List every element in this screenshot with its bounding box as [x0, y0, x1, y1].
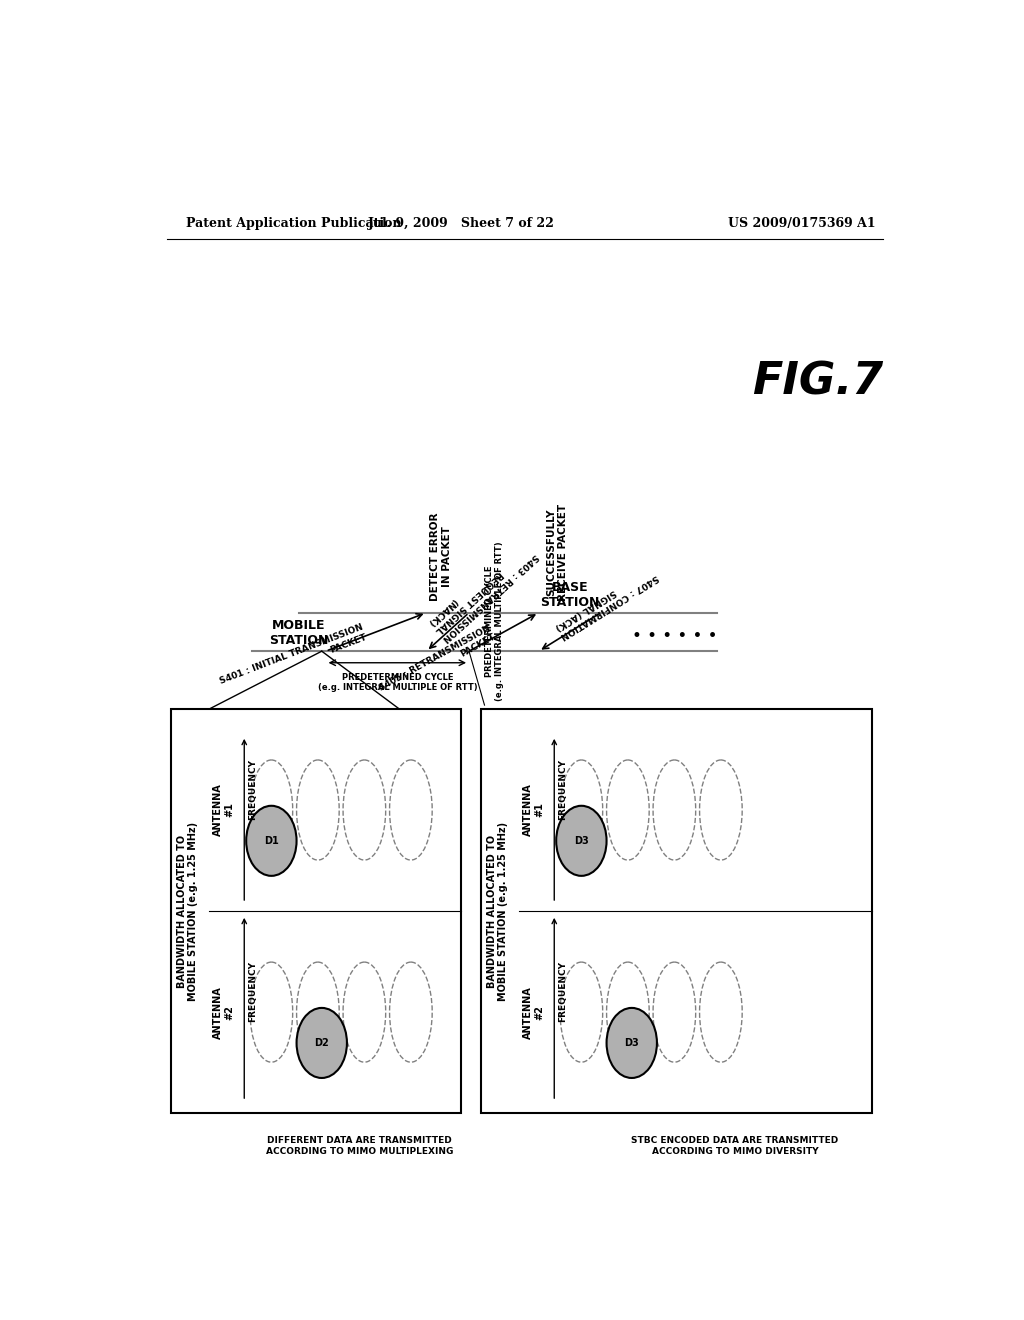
Text: D2: D2	[314, 1038, 329, 1048]
Text: DIFFERENT DATA ARE TRANSMITTED
ACCORDING TO MIMO MULTIPLEXING: DIFFERENT DATA ARE TRANSMITTED ACCORDING…	[266, 1137, 454, 1156]
Text: DETECT ERROR
IN PACKET: DETECT ERROR IN PACKET	[430, 512, 452, 601]
Text: ANTENNA
#2: ANTENNA #2	[213, 986, 234, 1039]
Text: S403 : RETRANSMISSION
REQUEST SIGNAL
(NACK): S403 : RETRANSMISSION REQUEST SIGNAL (NA…	[426, 536, 540, 643]
Ellipse shape	[389, 962, 432, 1063]
Ellipse shape	[343, 760, 386, 861]
Ellipse shape	[297, 760, 339, 861]
Ellipse shape	[297, 1008, 347, 1078]
Text: BANDWIDTH ALLOCATED TO
MOBILE STATION (e.g. 1.25 MHz): BANDWIDTH ALLOCATED TO MOBILE STATION (e…	[486, 821, 509, 1001]
Text: SUCCESSFULLY
RECEIVE PACKET: SUCCESSFULLY RECEIVE PACKET	[547, 504, 568, 601]
Text: US 2009/0175369 A1: US 2009/0175369 A1	[728, 218, 877, 231]
Text: • • • • • •: • • • • • •	[632, 627, 717, 644]
Text: BANDWIDTH ALLOCATED TO
MOBILE STATION (e.g. 1.25 MHz): BANDWIDTH ALLOCATED TO MOBILE STATION (e…	[177, 821, 199, 1001]
Ellipse shape	[389, 760, 432, 861]
Ellipse shape	[343, 962, 386, 1063]
Ellipse shape	[606, 1008, 657, 1078]
Ellipse shape	[606, 760, 649, 861]
Bar	[171, 709, 461, 1113]
Ellipse shape	[556, 805, 606, 876]
Text: D3: D3	[574, 836, 589, 846]
Text: ANTENNA
#1: ANTENNA #1	[213, 784, 234, 837]
Text: STBC ENCODED DATA ARE TRANSMITTED
ACCORDING TO MIMO DIVERSITY: STBC ENCODED DATA ARE TRANSMITTED ACCORD…	[632, 1137, 839, 1156]
Text: PREDETERMINED CYCLE
(e.g. INTEGRAL MULTIPLE OF RTT): PREDETERMINED CYCLE (e.g. INTEGRAL MULTI…	[317, 673, 477, 692]
Ellipse shape	[250, 760, 293, 861]
Text: FIG.7: FIG.7	[752, 360, 884, 403]
Text: Jul. 9, 2009   Sheet 7 of 22: Jul. 9, 2009 Sheet 7 of 22	[368, 218, 555, 231]
Ellipse shape	[297, 962, 339, 1063]
Text: FREQUENCY: FREQUENCY	[558, 759, 567, 820]
Ellipse shape	[246, 805, 297, 876]
Text: D1: D1	[264, 836, 279, 846]
Ellipse shape	[653, 760, 695, 861]
Text: PREDETERMINED CYCLE
(e.g. INTEGRAL MULTIPLE OF RTT): PREDETERMINED CYCLE (e.g. INTEGRAL MULTI…	[484, 541, 504, 701]
Text: Patent Application Publication: Patent Application Publication	[186, 218, 401, 231]
Text: FREQUENCY: FREQUENCY	[558, 961, 567, 1023]
Text: S405 : RETRANSMISSION
PACKET: S405 : RETRANSMISSION PACKET	[377, 623, 497, 702]
Text: ANTENNA
#1: ANTENNA #1	[522, 784, 544, 837]
Ellipse shape	[606, 962, 649, 1063]
Bar	[480, 709, 872, 1113]
Text: ANTENNA
#2: ANTENNA #2	[522, 986, 544, 1039]
Text: FREQUENCY: FREQUENCY	[248, 759, 257, 820]
Ellipse shape	[653, 962, 695, 1063]
Ellipse shape	[699, 962, 742, 1063]
Ellipse shape	[560, 760, 603, 861]
Text: D3: D3	[625, 1038, 639, 1048]
Ellipse shape	[560, 962, 603, 1063]
Text: MOBILE
STATION: MOBILE STATION	[269, 619, 328, 647]
Text: FREQUENCY: FREQUENCY	[248, 961, 257, 1023]
Text: BASE
STATION: BASE STATION	[540, 581, 599, 609]
Ellipse shape	[250, 962, 293, 1063]
Text: S401 : INITIAL TRANSMISSION
PACKET: S401 : INITIAL TRANSMISSION PACKET	[218, 623, 368, 696]
Ellipse shape	[699, 760, 742, 861]
Text: S407 : CONFIRMATION
SIGNAL (ACK): S407 : CONFIRMATION SIGNAL (ACK)	[553, 564, 659, 640]
